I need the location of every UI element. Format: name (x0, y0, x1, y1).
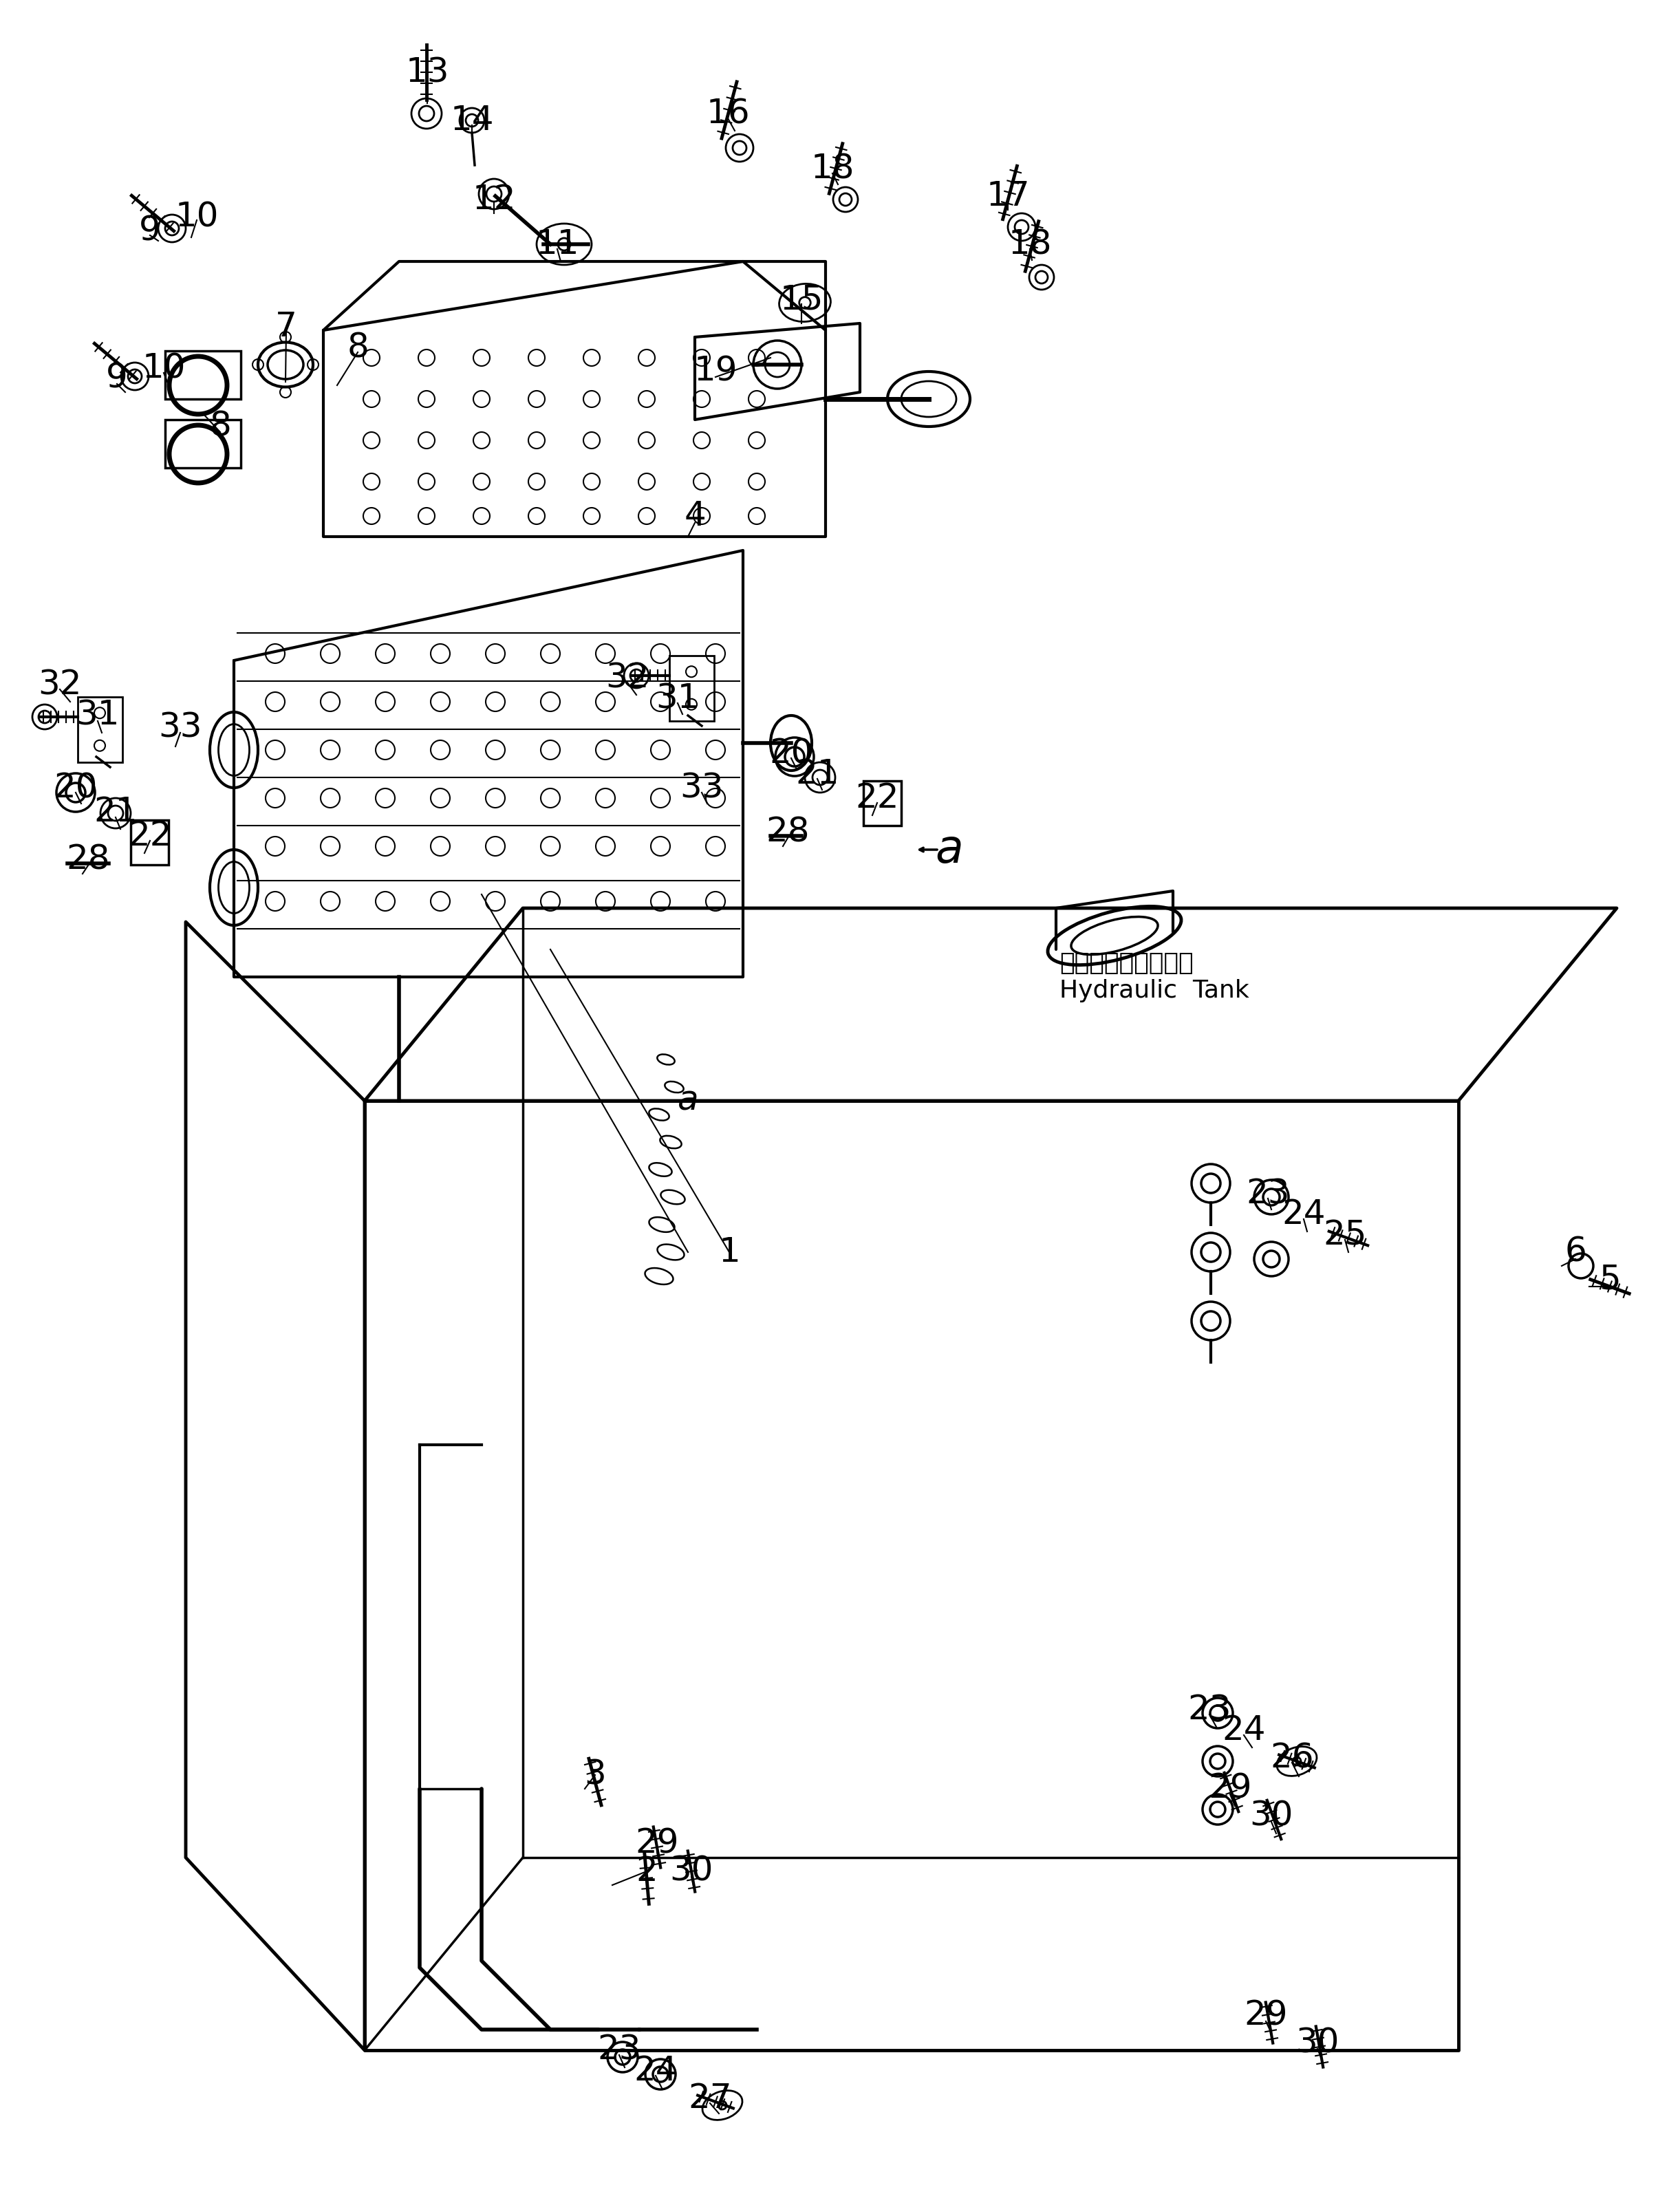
Text: 23: 23 (1188, 1694, 1231, 1727)
Text: 15: 15 (780, 283, 823, 316)
Bar (864, 781, 900, 825)
Text: 18: 18 (810, 151, 853, 184)
Text: 11: 11 (536, 228, 580, 261)
Text: 33: 33 (680, 772, 724, 805)
Text: 6: 6 (1564, 1235, 1586, 1268)
Text: 28: 28 (766, 816, 810, 849)
Text: 2: 2 (635, 1854, 657, 1887)
Text: 23: 23 (1247, 1178, 1290, 1211)
Text: 17: 17 (986, 180, 1030, 213)
Text: a: a (936, 827, 963, 873)
Text: 16: 16 (706, 97, 749, 129)
Text: 22: 22 (855, 781, 899, 814)
Text: 32: 32 (605, 660, 648, 693)
Text: 8: 8 (346, 331, 368, 364)
Bar (131, 821, 168, 864)
Text: 31: 31 (76, 700, 119, 733)
Text: 3: 3 (585, 1760, 606, 1792)
Text: 10: 10 (175, 200, 218, 233)
Text: 4: 4 (684, 500, 706, 533)
Bar (77, 695, 123, 761)
Text: 7: 7 (276, 309, 297, 342)
Text: 32: 32 (39, 667, 82, 702)
Text: 26: 26 (1270, 1742, 1314, 1775)
Text: 30: 30 (670, 1854, 714, 1887)
Text: 1: 1 (719, 1235, 741, 1268)
Bar (165, 419, 240, 467)
Text: 19: 19 (694, 355, 738, 388)
Text: 5: 5 (1599, 1264, 1621, 1297)
Bar (165, 351, 240, 399)
Text: 27: 27 (689, 2082, 732, 2115)
Text: ハイドロックタンク: ハイドロックタンク (1060, 952, 1193, 974)
Text: 12: 12 (472, 182, 516, 215)
Text: 30: 30 (1295, 2027, 1339, 2060)
Text: 9: 9 (106, 362, 128, 395)
Text: 25: 25 (1324, 1218, 1368, 1251)
Text: 13: 13 (405, 55, 449, 88)
Text: 24: 24 (1221, 1714, 1265, 1746)
Text: 28: 28 (66, 842, 109, 875)
Text: 20: 20 (769, 737, 813, 770)
Text: 33: 33 (158, 711, 202, 744)
Text: 24: 24 (633, 2054, 677, 2086)
Text: 20: 20 (54, 772, 97, 805)
Text: Hydraulic  Tank: Hydraulic Tank (1060, 979, 1250, 1003)
Text: 14: 14 (450, 103, 494, 136)
Text: 10: 10 (141, 351, 185, 384)
Text: 9: 9 (139, 215, 161, 248)
Text: 21: 21 (795, 757, 838, 790)
Text: 22: 22 (128, 818, 171, 853)
Text: 23: 23 (598, 2034, 642, 2067)
Text: 29: 29 (1243, 1999, 1287, 2032)
Text: 29: 29 (1208, 1773, 1252, 1806)
Text: 21: 21 (94, 794, 138, 829)
Text: 24: 24 (1282, 1198, 1326, 1231)
Text: 31: 31 (655, 682, 699, 715)
Text: 8: 8 (210, 410, 232, 443)
Bar (669, 656, 714, 720)
Text: 29: 29 (635, 1828, 679, 1861)
Text: 18: 18 (1008, 228, 1052, 261)
Text: 30: 30 (1250, 1799, 1294, 1832)
Text: a: a (677, 1084, 699, 1117)
